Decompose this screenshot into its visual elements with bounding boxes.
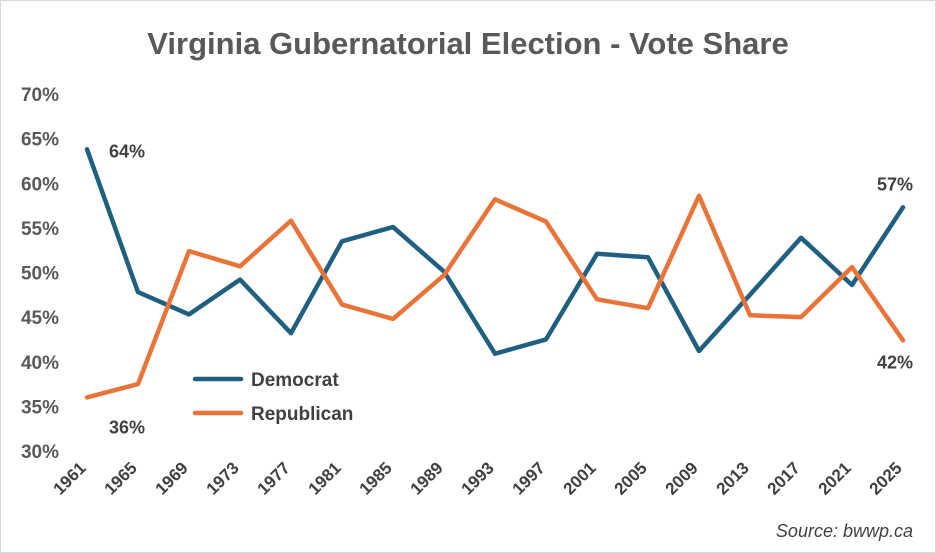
data-labels: 64% 36% 57% 42% — [109, 141, 913, 437]
x-tick-label: 2025 — [866, 458, 906, 498]
y-tick-label: 65% — [21, 130, 59, 151]
series-line-democrat — [84, 147, 906, 356]
x-tick-label: 1977 — [254, 458, 294, 498]
y-tick-label: 55% — [21, 219, 59, 240]
x-tick-label: 1993 — [458, 458, 498, 498]
y-tick-label: 40% — [21, 353, 59, 374]
y-tick-label: 50% — [21, 264, 59, 285]
series-lines — [84, 147, 906, 400]
x-tick-label: 2021 — [815, 458, 855, 498]
x-tick-label: 1965 — [101, 458, 141, 498]
y-tick-label: 45% — [21, 308, 59, 329]
legend-label-democrat: Democrat — [251, 370, 339, 391]
x-tick-label: 1981 — [305, 458, 345, 498]
data-label-republican-1961: 36% — [109, 417, 145, 437]
source-note: Source: bwwp.ca — [776, 521, 913, 541]
x-tick-label: 1973 — [203, 458, 243, 498]
legend-label-republican: Republican — [251, 404, 353, 425]
x-axis: 1961 1965 1969 1973 1977 1981 1985 1989 1993 1997… — [50, 458, 906, 498]
x-tick-label: 2009 — [662, 458, 702, 498]
x-tick-label: 1997 — [509, 458, 549, 498]
x-tick-label: 1961 — [50, 458, 90, 498]
y-tick-label: 30% — [21, 442, 59, 463]
x-tick-label: 2005 — [611, 458, 651, 498]
legend: Democrat Republican — [192, 370, 353, 425]
data-label-republican-2025: 42% — [877, 352, 913, 372]
y-tick-label: 70% — [21, 85, 59, 106]
x-tick-label: 1985 — [356, 458, 396, 498]
y-tick-label: 60% — [21, 174, 59, 195]
x-tick-label: 1969 — [152, 458, 192, 498]
y-tick-label: 35% — [21, 397, 59, 418]
y-axis: 30% 35% 40% 45% 50% 55% 60% 65% 70% — [21, 85, 59, 463]
x-tick-label: 2013 — [713, 458, 753, 498]
x-tick-label: 1989 — [407, 458, 447, 498]
chart-title: Virginia Gubernatorial Election - Vote S… — [147, 26, 788, 61]
x-tick-label: 2001 — [560, 458, 600, 498]
data-label-democrat-1961: 64% — [109, 141, 145, 161]
x-tick-label: 2017 — [764, 458, 804, 498]
series-line-republican — [84, 193, 906, 400]
data-label-democrat-2025: 57% — [877, 174, 913, 194]
